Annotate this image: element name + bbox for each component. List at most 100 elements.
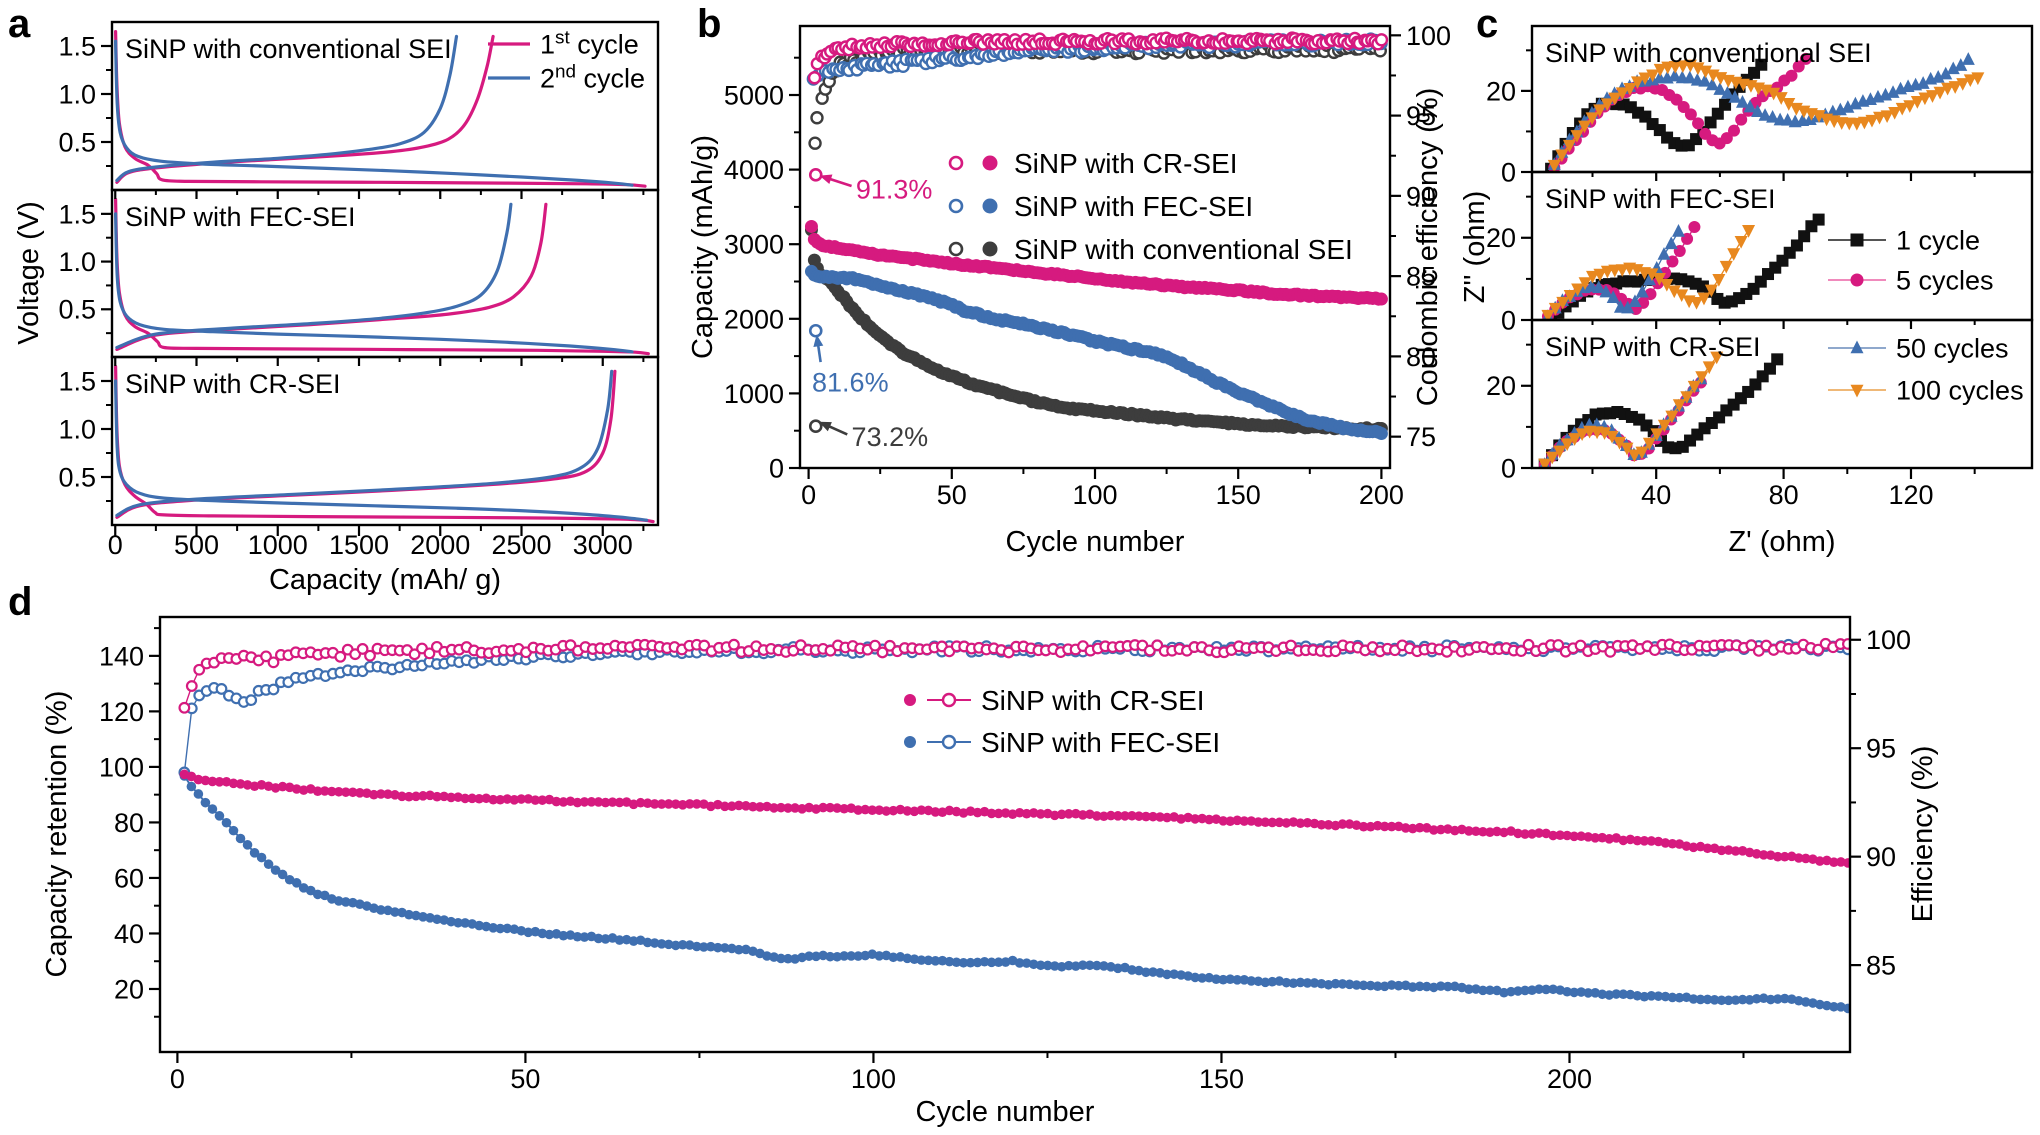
svg-text:90: 90 — [1866, 842, 1896, 872]
svg-text:50: 50 — [510, 1064, 540, 1094]
y-axis-c-2: 0 20 — [1486, 343, 1532, 483]
svg-text:100: 100 — [99, 752, 144, 782]
boundary-ticks-a-2 — [114, 357, 645, 366]
legend-entry: 2nd cycle — [488, 61, 645, 93]
panel-c-frame-2 — [1530, 318, 2034, 470]
svg-text:1.0: 1.0 — [58, 247, 96, 277]
series-a-2nd-cycle-discharge — [114, 212, 634, 354]
y-axis-c-0: 0 20 — [1486, 49, 1532, 187]
legend-c: 1 cycle 5 cycles 50 cycles 100 cycles — [1828, 225, 2024, 405]
svg-text:1500: 1500 — [329, 530, 389, 560]
subpanel-title: SiNP with conventional SEI — [125, 34, 452, 64]
panel-d-frame-0 — [158, 615, 1852, 1054]
svg-text:SiNP with FEC-SEI: SiNP with FEC-SEI — [1014, 191, 1253, 222]
svg-text:1.5: 1.5 — [58, 31, 96, 61]
boundary-ticks-c-1 — [1591, 172, 1976, 181]
legend-entry: SiNP with FEC-SEI — [948, 191, 1253, 222]
y-axis-a-2: 0.5 1.0 1.5 — [58, 366, 112, 502]
panel-c-chart: SiNP with conventional SEI 0 20 SiNP with F… — [1459, 24, 2034, 558]
svg-text:1 cycle: 1 cycle — [1896, 225, 1980, 255]
series-b-capacity-conventional-sei — [804, 223, 1388, 437]
svg-text:500: 500 — [174, 530, 219, 560]
annotation-text: 73.2% — [852, 422, 929, 452]
y-axis-a-1: 0.5 1.0 1.5 — [58, 199, 112, 335]
y-axis-label-b: Capacity (mAh/g) — [687, 135, 719, 359]
svg-text:0: 0 — [801, 480, 816, 510]
legend-entry: SiNP with FEC-SEI — [904, 727, 1220, 758]
svg-text:40: 40 — [114, 919, 144, 949]
panel-letter-b: b — [697, 2, 722, 46]
series-a-2nd-cycle-discharge — [114, 39, 634, 187]
svg-text:1.0: 1.0 — [58, 79, 96, 109]
subpanel-title: SiNP with CR-SEI — [125, 369, 341, 399]
panel-a-subpanel-2-series — [114, 365, 655, 524]
series-a-2nd-cycle-charge — [115, 34, 459, 182]
svg-text:200: 200 — [1547, 1064, 1592, 1094]
boundary-ticks-a-1 — [114, 190, 645, 199]
annotations-b: 91.3% 81.6% 73.2% — [812, 174, 932, 452]
svg-text:0: 0 — [1501, 305, 1516, 335]
panel-d-chart: 20 40 60 80 100 120 140 85 90 95 100 0 50 100 150 200 Cy… — [41, 615, 1939, 1128]
panel-letter-a: a — [8, 2, 31, 46]
panel-letter-c: c — [1476, 2, 1499, 46]
annotation-text: 91.3% — [856, 174, 933, 204]
svg-text:85: 85 — [1866, 951, 1896, 981]
legend-entry: SiNP with conventional SEI — [948, 234, 1353, 265]
svg-text:5 cycles: 5 cycles — [1896, 265, 1994, 295]
svg-text:100: 100 — [851, 1064, 896, 1094]
x-axis-d: 0 50 100 150 200 — [170, 1052, 1745, 1094]
svg-text:0.5: 0.5 — [58, 462, 96, 492]
svg-text:50 cycles: 50 cycles — [1896, 333, 2009, 363]
y-axis-label-a: Voltage (V) — [13, 201, 45, 344]
legend-entry: 100 cycles — [1828, 375, 2024, 405]
svg-text:20: 20 — [1486, 223, 1516, 253]
series-b-1st-cycle-ce-point-conventional — [808, 419, 823, 434]
svg-text:0.5: 0.5 — [58, 295, 96, 325]
svg-text:95: 95 — [1866, 734, 1896, 764]
series-c-100-cycles — [1547, 59, 1985, 172]
series-b-ce-cr-sei — [807, 31, 1389, 85]
svg-text:0: 0 — [170, 1064, 185, 1094]
svg-text:150: 150 — [1216, 480, 1261, 510]
panel-d-subpanel-0-series — [178, 637, 1850, 1014]
legend-entry: 50 cycles — [1828, 333, 2009, 363]
series-a-2nd-cycle-charge — [115, 202, 513, 350]
panel-c-subpanel-0-series — [1545, 52, 1985, 172]
svg-text:2nd cycle: 2nd cycle — [540, 61, 645, 93]
series-d-efficiency-cr-sei — [178, 637, 1850, 714]
x-axis-a: 0 500 1000 1500 2000 2500 3000 — [108, 525, 645, 560]
svg-text:20: 20 — [1486, 76, 1516, 106]
svg-text:4000: 4000 — [724, 155, 784, 185]
series-b-1st-cycle-ce-point-fec — [808, 323, 823, 338]
y-axis-d-0: 20 40 60 80 100 120 140 — [99, 627, 160, 1018]
svg-text:20: 20 — [114, 974, 144, 1004]
annotation-text: 81.6% — [812, 368, 889, 398]
panel-a-subpanel-1-series — [114, 197, 650, 356]
svg-text:95: 95 — [1406, 101, 1436, 131]
svg-text:2500: 2500 — [491, 530, 551, 560]
series-b-capacity-cr-sei — [804, 219, 1388, 306]
series-b-1st-cycle-ce-point-cr — [808, 168, 823, 182]
series-d-retention-fec-sei — [179, 771, 1850, 1014]
svg-text:1st cycle: 1st cycle — [540, 27, 639, 59]
y-axis-label-c: Z'' (ohm) — [1459, 191, 1491, 304]
svg-text:120: 120 — [99, 697, 144, 727]
panel-c-subpanel-2-series — [1538, 351, 1784, 468]
series-a-2nd-cycle-discharge — [114, 379, 649, 522]
panel-a-frame-2 — [110, 355, 660, 527]
svg-text:1.5: 1.5 — [58, 366, 96, 396]
svg-text:1.0: 1.0 — [58, 414, 96, 444]
series-c-100-cycles — [1538, 351, 1724, 468]
series-d-retention-cr-sei — [179, 769, 1850, 868]
x-axis-label-c: Z' (ohm) — [1728, 526, 1835, 558]
subpanel-title: SiNP with CR-SEI — [1545, 332, 1761, 362]
svg-text:80: 80 — [114, 808, 144, 838]
svg-text:150: 150 — [1199, 1064, 1244, 1094]
svg-text:1000: 1000 — [248, 530, 308, 560]
svg-text:200: 200 — [1359, 480, 1404, 510]
series-c-50-cycles — [1547, 52, 1975, 170]
